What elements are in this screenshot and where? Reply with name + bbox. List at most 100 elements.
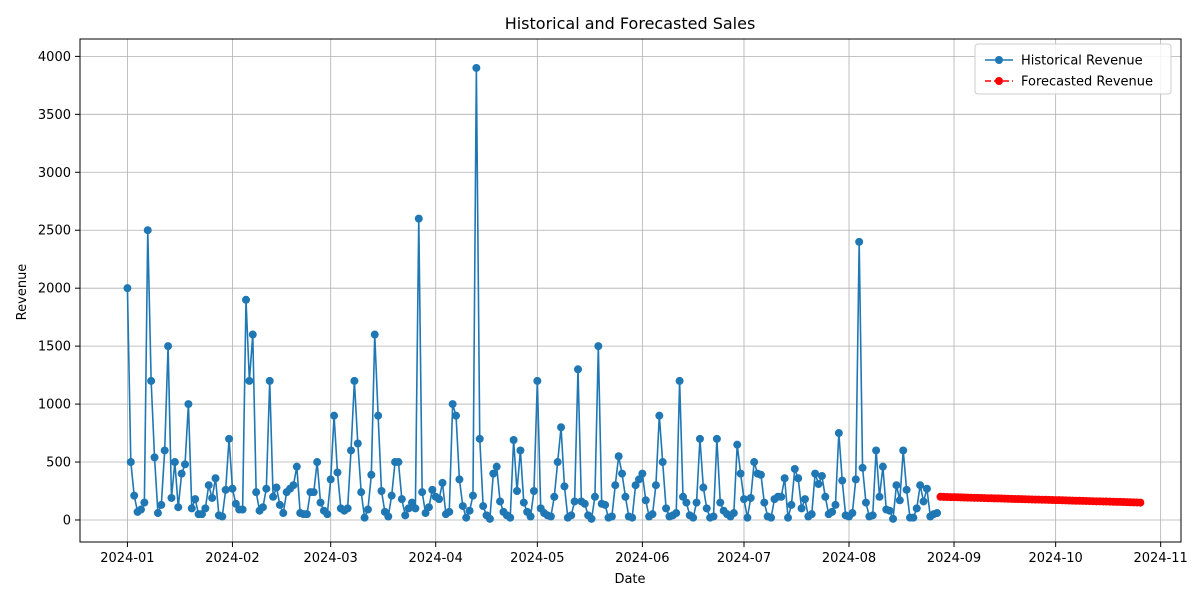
data-point xyxy=(709,512,718,521)
data-point xyxy=(590,492,599,501)
data-point xyxy=(695,434,704,443)
data-point xyxy=(218,512,227,521)
data-point xyxy=(407,498,416,507)
data-point xyxy=(855,237,864,246)
data-point xyxy=(787,500,796,509)
data-point xyxy=(238,505,247,514)
data-point xyxy=(248,330,257,339)
data-point xyxy=(374,411,383,420)
data-point xyxy=(760,498,769,507)
data-point xyxy=(892,481,901,490)
data-point xyxy=(790,464,799,473)
x-tick-label: 2024-09 xyxy=(927,551,981,566)
data-point xyxy=(902,485,911,494)
data-point xyxy=(384,512,393,521)
data-point xyxy=(279,509,288,518)
data-point xyxy=(421,509,430,518)
data-point xyxy=(794,474,803,483)
data-point xyxy=(922,484,931,493)
data-point xyxy=(889,514,898,523)
data-point xyxy=(397,495,406,504)
data-point xyxy=(658,458,667,467)
data-point xyxy=(347,446,356,455)
data-point xyxy=(130,491,139,500)
data-point xyxy=(557,423,566,432)
data-point xyxy=(655,411,664,420)
data-point xyxy=(800,495,809,504)
data-point xyxy=(631,481,640,490)
y-tick-label: 1500 xyxy=(38,340,71,355)
data-point xyxy=(784,513,793,522)
data-point xyxy=(272,483,281,492)
data-point xyxy=(767,513,776,522)
data-point xyxy=(621,492,630,501)
data-point xyxy=(187,504,196,513)
data-point xyxy=(868,511,877,520)
data-point xyxy=(651,481,660,490)
data-point xyxy=(262,484,271,493)
data-point xyxy=(292,462,301,471)
data-point xyxy=(662,504,671,513)
data-point xyxy=(492,462,501,471)
data-point xyxy=(573,365,582,374)
data-point xyxy=(689,513,698,522)
data-point xyxy=(899,446,908,455)
data-point xyxy=(821,492,830,501)
legend-label: Forecasted Revenue xyxy=(1021,75,1153,90)
data-point xyxy=(638,469,647,478)
data-point xyxy=(245,376,254,385)
data-point xyxy=(828,507,837,516)
data-point xyxy=(509,436,518,445)
data-point xyxy=(177,469,186,478)
y-tick-label: 500 xyxy=(46,456,71,471)
data-point xyxy=(140,498,149,507)
data-point xyxy=(699,483,708,492)
data-point xyxy=(797,504,806,513)
data-point xyxy=(909,513,918,522)
x-tick-label: 2024-10 xyxy=(1028,551,1082,566)
data-point xyxy=(807,510,816,519)
data-point xyxy=(153,509,162,518)
data-point xyxy=(475,434,484,443)
data-point xyxy=(123,284,132,293)
data-point xyxy=(838,476,847,485)
legend-marker xyxy=(995,77,1003,85)
data-point xyxy=(831,500,840,509)
x-tick-label: 2024-08 xyxy=(822,551,876,566)
data-point xyxy=(181,460,190,469)
data-point xyxy=(878,462,887,471)
data-point xyxy=(445,507,454,516)
data-point xyxy=(414,214,423,223)
data-point xyxy=(895,496,904,505)
data-point xyxy=(675,376,684,385)
data-point xyxy=(679,492,688,501)
data-point xyxy=(363,505,372,514)
data-point xyxy=(746,493,755,502)
data-point xyxy=(919,497,928,506)
data-point xyxy=(160,446,169,455)
data-point xyxy=(587,514,596,523)
data-point xyxy=(455,475,464,484)
data-point xyxy=(221,485,230,494)
data-point xyxy=(452,411,461,420)
data-point xyxy=(848,509,857,518)
data-point xyxy=(472,63,481,72)
data-point xyxy=(1136,498,1145,507)
x-tick-label: 2024-05 xyxy=(510,551,564,566)
data-point xyxy=(468,491,477,500)
data-point xyxy=(448,400,457,409)
data-point xyxy=(211,474,220,483)
x-tick-label: 2024-07 xyxy=(717,551,771,566)
y-tick-label: 4000 xyxy=(38,50,71,65)
x-axis-label: Date xyxy=(614,572,645,587)
data-point xyxy=(817,471,826,480)
series-layer xyxy=(123,63,1145,523)
data-point xyxy=(618,469,627,478)
data-point xyxy=(157,500,166,509)
data-point xyxy=(526,512,535,521)
data-point xyxy=(309,488,318,497)
data-point xyxy=(143,226,152,235)
data-point xyxy=(343,504,352,513)
data-point xyxy=(208,493,217,502)
data-point xyxy=(394,458,403,467)
